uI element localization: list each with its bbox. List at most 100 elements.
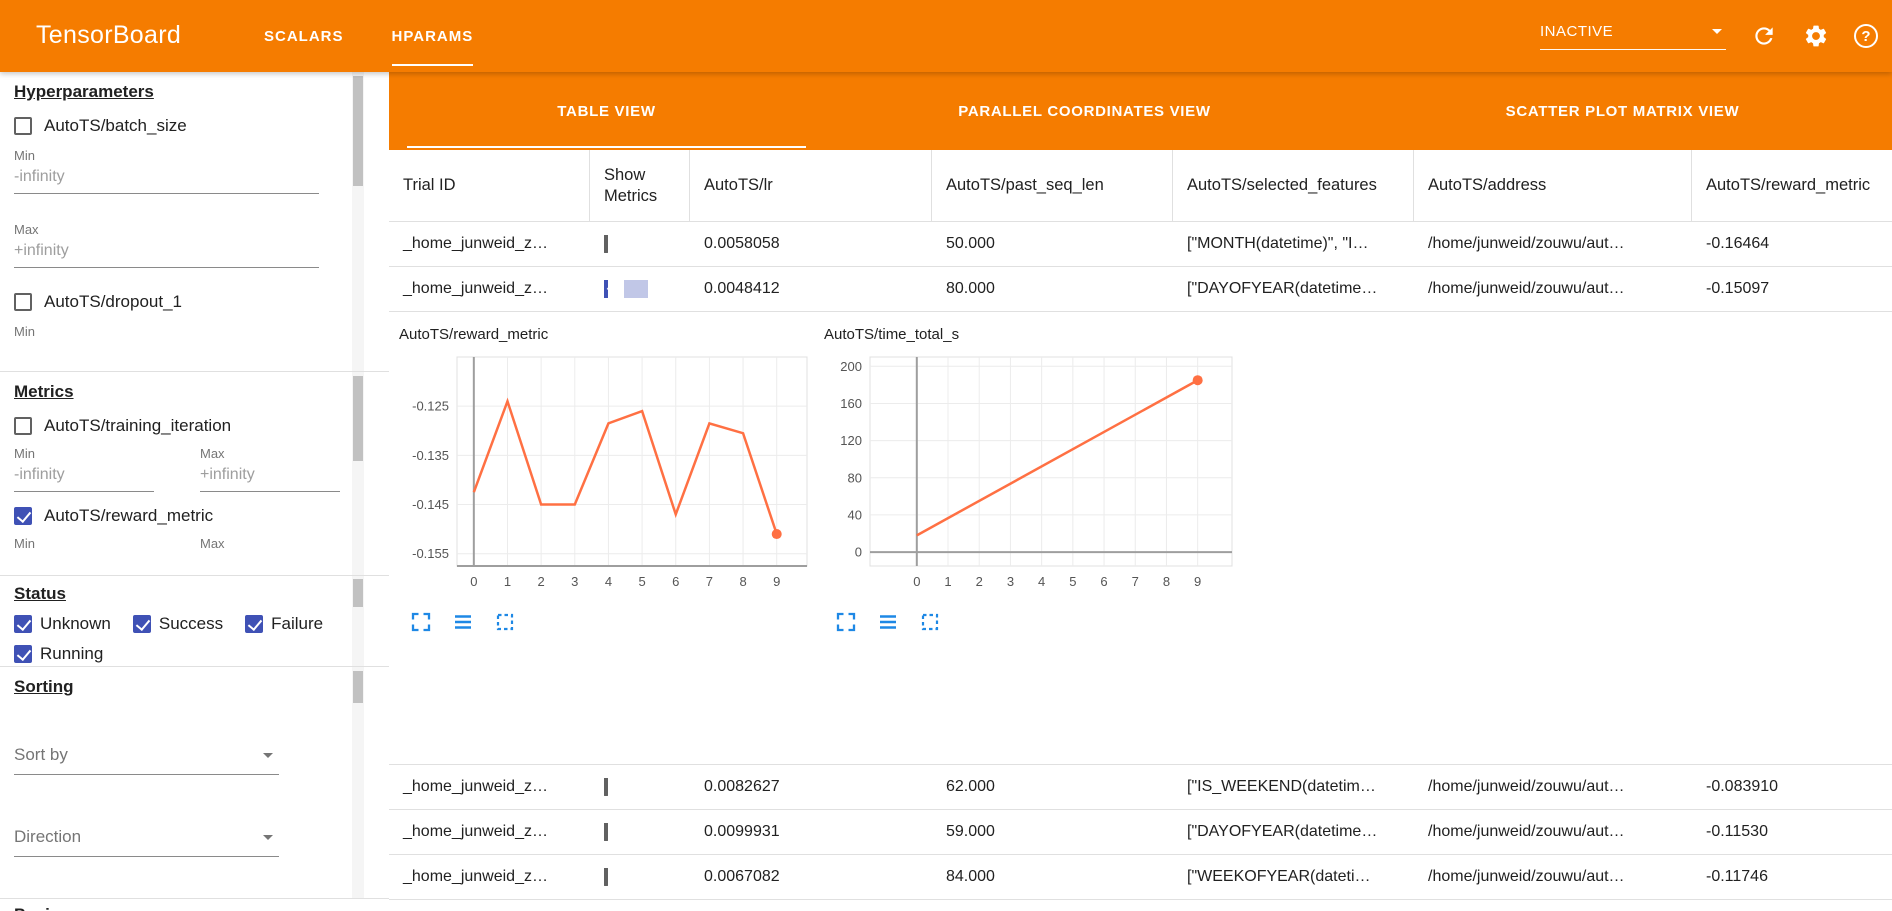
svg-text:3: 3 xyxy=(571,574,578,589)
cell-reward-metric: -0.15097 xyxy=(1706,280,1770,297)
batch-size-min-label: Min xyxy=(14,148,35,163)
main-content: TABLE VIEW PARALLEL COORDINATES VIEW SCA… xyxy=(389,72,1892,911)
dashed-box-icon xyxy=(496,613,514,631)
show-metrics-checkbox[interactable] xyxy=(604,823,608,841)
cell-show-metrics xyxy=(590,823,690,841)
expand-chart-button[interactable] xyxy=(834,610,858,634)
svg-text:5: 5 xyxy=(1069,574,1076,589)
metrics-scrollbar[interactable] xyxy=(352,372,364,575)
sorting-scrollbar[interactable] xyxy=(352,667,364,898)
reward-metric-max-label: Max xyxy=(200,536,225,551)
cell-reward-metric: -0.11530 xyxy=(1706,823,1768,840)
svg-text:1: 1 xyxy=(504,574,511,589)
settings-button[interactable] xyxy=(1802,22,1830,50)
reward-metric-line-chart[interactable]: 0 1 2 3 4 5 6 7 8 9 -0.125 -0.135 -0.145 -0.155 xyxy=(399,349,815,596)
nav-tab-hparams[interactable]: HPARAMS xyxy=(368,0,498,72)
col-header-reward-metric: AutoTS/reward_metric xyxy=(1706,176,1871,195)
status-success-checkbox[interactable] xyxy=(132,615,151,633)
toggle-yaxis-button[interactable] xyxy=(451,610,475,634)
cell-trial-id: _home_junweid_z… xyxy=(403,235,548,252)
dropout-1-checkbox[interactable] xyxy=(14,293,32,311)
appbar-controls: INACTIVE ? xyxy=(1540,0,1878,72)
sort-by-select[interactable]: Sort by xyxy=(14,745,279,775)
cell-past-seq-len: 50.000 xyxy=(946,235,995,252)
training-iteration-checkbox[interactable] xyxy=(14,417,32,435)
svg-text:2: 2 xyxy=(976,574,983,589)
table-row: _home_junweid_z… 0.0067082 84.000 ["WEEK… xyxy=(389,855,1892,900)
status-failure-label: Failure xyxy=(271,614,324,633)
table-header-row: Trial ID Show Metrics AutoTS/lr AutoTS/p… xyxy=(389,150,1892,222)
reward-metric-checkbox[interactable] xyxy=(14,507,32,525)
training-iteration-max-label: Max xyxy=(200,446,225,461)
status-scrollbar[interactable] xyxy=(352,576,364,666)
tab-scatter-plot-matrix-view[interactable]: SCATTER PLOT MATRIX VIEW xyxy=(1505,102,1740,120)
cell-lr: 0.0058058 xyxy=(704,235,780,252)
batch-size-max-input[interactable]: +infinity xyxy=(14,242,319,268)
fit-domain-button[interactable] xyxy=(493,610,517,634)
col-header-trial-id: Trial ID xyxy=(389,150,590,221)
training-iteration-max-input[interactable]: +infinity xyxy=(200,466,340,492)
chevron-down-icon xyxy=(1712,28,1722,34)
scrollbar-thumb[interactable] xyxy=(353,76,363,186)
batch-size-min-input[interactable]: -infinity xyxy=(14,168,319,194)
hyperparameters-title: Hyperparameters xyxy=(14,82,154,101)
show-metrics-checkbox[interactable] xyxy=(604,280,608,298)
cell-selected-features: ["IS_WEEKEND(datetim… xyxy=(1187,778,1376,795)
scrollbar-thumb[interactable] xyxy=(353,671,363,703)
status-failure-checkbox[interactable] xyxy=(245,615,264,633)
hyperparameters-scrollbar[interactable] xyxy=(352,72,364,371)
svg-text:120: 120 xyxy=(840,433,862,448)
toggle-yaxis-button[interactable] xyxy=(876,610,900,634)
status-title: Status xyxy=(14,584,66,603)
fit-domain-button[interactable] xyxy=(918,610,942,634)
col-header-past-seq-len: AutoTS/past_seq_len xyxy=(932,150,1173,221)
cell-past-seq-len: 59.000 xyxy=(946,823,995,840)
top-nav-tabs: SCALARS HPARAMS xyxy=(240,0,497,72)
svg-text:1: 1 xyxy=(944,574,951,589)
tab-table-view[interactable]: TABLE VIEW xyxy=(407,72,806,150)
expand-chart-button[interactable] xyxy=(409,610,433,634)
scrollbar-thumb[interactable] xyxy=(353,579,363,607)
tab-parallel-coordinates-view[interactable]: PARALLEL COORDINATES VIEW xyxy=(958,102,1211,120)
refresh-button[interactable] xyxy=(1750,22,1778,50)
cell-trial-id: _home_junweid_z… xyxy=(403,280,548,297)
svg-text:-0.135: -0.135 xyxy=(412,448,449,463)
cell-past-seq-len: 62.000 xyxy=(946,778,995,795)
run-status-select[interactable]: INACTIVE xyxy=(1540,23,1726,50)
batch-size-checkbox[interactable] xyxy=(14,117,32,135)
paging-title: Paging xyxy=(14,905,389,911)
svg-text:7: 7 xyxy=(1132,574,1139,589)
svg-text:8: 8 xyxy=(1163,574,1170,589)
reward-metric-min-label: Min xyxy=(14,536,35,551)
cell-reward-metric: -0.083910 xyxy=(1706,778,1779,795)
show-metrics-checkbox[interactable] xyxy=(604,778,608,796)
help-button[interactable]: ? xyxy=(1854,24,1878,48)
cell-address: /home/junweid/zouwu/aut… xyxy=(1428,235,1625,252)
sidebar-section-status: Status Unknown Success Failure Running xyxy=(0,576,389,667)
chart-title: AutoTS/time_total_s xyxy=(824,326,960,343)
svg-text:3: 3 xyxy=(1007,574,1014,589)
reward-metric-label: AutoTS/reward_metric xyxy=(44,506,214,525)
gear-icon xyxy=(1805,25,1827,47)
training-iteration-min-label: Min xyxy=(14,446,35,461)
show-metrics-checkbox[interactable] xyxy=(604,868,608,886)
cell-past-seq-len: 84.000 xyxy=(946,868,995,885)
status-running-checkbox[interactable] xyxy=(14,645,32,663)
cell-address: /home/junweid/zouwu/aut… xyxy=(1428,280,1625,297)
status-success-label: Success xyxy=(158,614,224,633)
svg-text:0: 0 xyxy=(470,574,477,589)
table-row: _home_junweid_z… 0.0082627 62.000 ["IS_W… xyxy=(389,765,1892,810)
col-header-address: AutoTS/address xyxy=(1414,150,1692,221)
col-header-lr: AutoTS/lr xyxy=(690,150,932,221)
show-metrics-checkbox[interactable] xyxy=(604,235,608,253)
scrollbar-thumb[interactable] xyxy=(353,376,363,461)
time-total-line-chart[interactable]: 0 1 2 3 4 5 6 7 8 9 0 40 80 120 160 200 xyxy=(824,349,1240,596)
cell-trial-id: _home_junweid_z… xyxy=(403,778,548,795)
cell-reward-metric: -0.11746 xyxy=(1706,868,1768,885)
nav-tab-scalars[interactable]: SCALARS xyxy=(264,27,344,45)
training-iteration-min-input[interactable]: -infinity xyxy=(14,466,154,492)
status-unknown-checkbox[interactable] xyxy=(14,615,32,633)
cell-address: /home/junweid/zouwu/aut… xyxy=(1428,778,1625,795)
direction-select[interactable]: Direction xyxy=(14,827,279,857)
cell-lr: 0.0067082 xyxy=(704,868,780,885)
